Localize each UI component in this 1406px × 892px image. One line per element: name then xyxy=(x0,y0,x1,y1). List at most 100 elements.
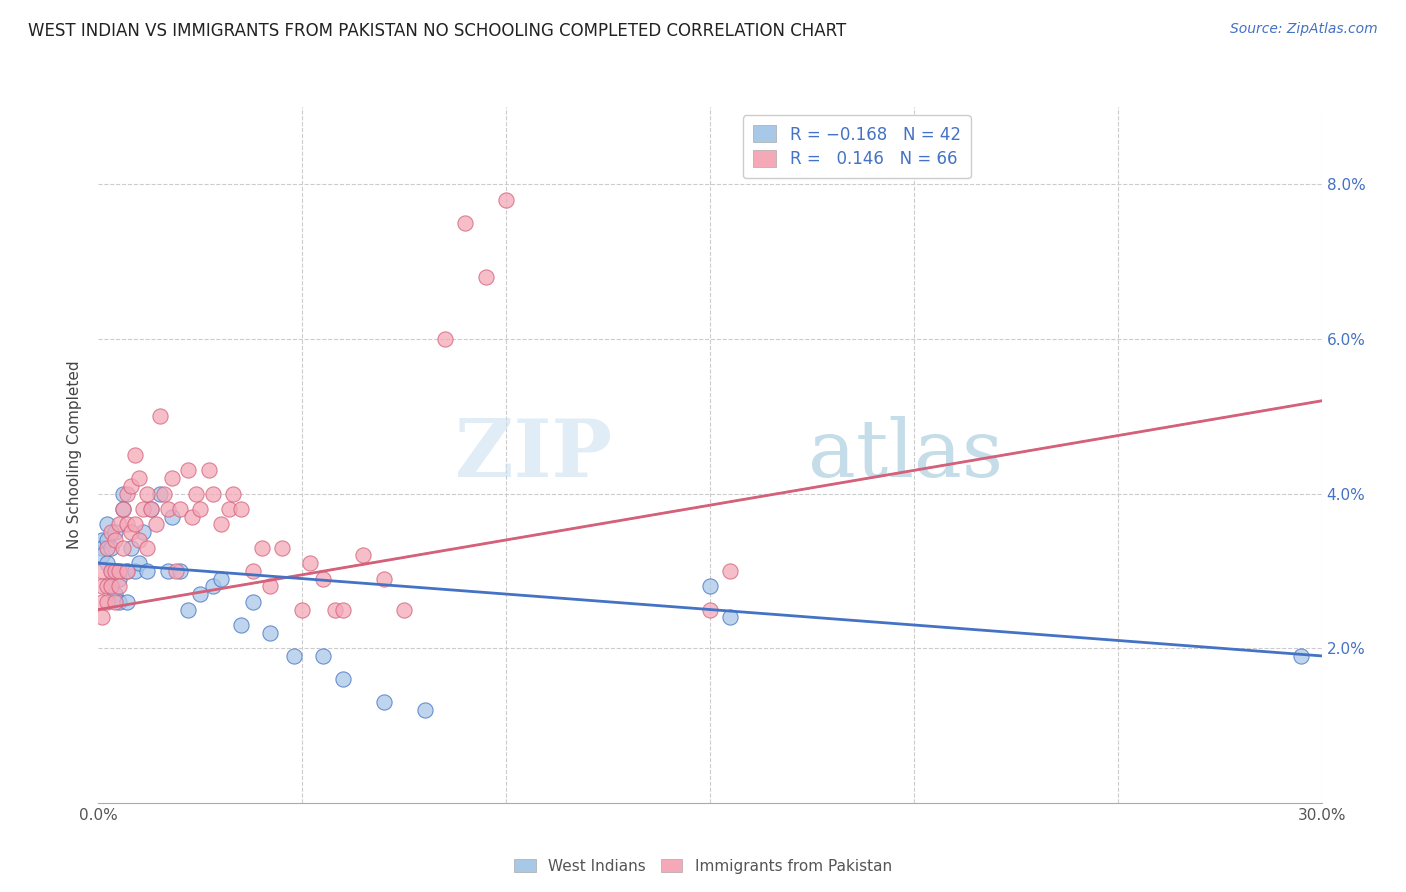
Point xyxy=(169,564,191,578)
Point xyxy=(156,502,179,516)
Point xyxy=(312,572,335,586)
Point xyxy=(474,270,498,285)
Point xyxy=(181,509,204,524)
Point xyxy=(141,502,163,516)
Point xyxy=(218,502,240,516)
Point xyxy=(108,564,131,578)
Point xyxy=(115,517,138,532)
Point xyxy=(177,463,200,477)
Point xyxy=(149,486,172,500)
Text: atlas: atlas xyxy=(808,416,1002,494)
Point xyxy=(120,541,142,555)
Point xyxy=(120,479,142,493)
Point xyxy=(100,579,122,593)
Point xyxy=(156,564,179,578)
Point xyxy=(699,602,721,616)
Point xyxy=(104,533,127,547)
Point xyxy=(231,618,253,632)
Point xyxy=(145,517,167,532)
Point xyxy=(104,587,127,601)
Point xyxy=(209,517,232,532)
Point xyxy=(332,672,354,686)
Point xyxy=(124,448,146,462)
Point xyxy=(128,556,150,570)
Point xyxy=(332,602,354,616)
Point xyxy=(111,502,134,516)
Point xyxy=(100,541,122,555)
Point xyxy=(222,486,245,500)
Point xyxy=(454,216,477,230)
Point xyxy=(128,533,150,547)
Point xyxy=(413,703,436,717)
Point xyxy=(91,564,114,578)
Point xyxy=(104,564,127,578)
Point xyxy=(115,486,138,500)
Point xyxy=(111,502,134,516)
Point xyxy=(259,625,281,640)
Point xyxy=(136,541,159,555)
Point xyxy=(96,595,118,609)
Point xyxy=(160,471,183,485)
Point xyxy=(152,486,174,500)
Point xyxy=(96,533,118,547)
Point xyxy=(100,564,122,578)
Point xyxy=(299,556,322,570)
Point xyxy=(699,579,721,593)
Point xyxy=(104,525,127,540)
Point xyxy=(323,602,346,616)
Point xyxy=(259,579,281,593)
Point xyxy=(100,525,122,540)
Point xyxy=(209,572,232,586)
Point xyxy=(91,549,114,563)
Text: ZIP: ZIP xyxy=(456,416,612,494)
Text: WEST INDIAN VS IMMIGRANTS FROM PAKISTAN NO SCHOOLING COMPLETED CORRELATION CHART: WEST INDIAN VS IMMIGRANTS FROM PAKISTAN … xyxy=(28,22,846,40)
Point xyxy=(1291,648,1313,663)
Point xyxy=(242,595,264,609)
Legend: R = −0.168   N = 42, R =   0.146   N = 66: R = −0.168 N = 42, R = 0.146 N = 66 xyxy=(744,115,970,178)
Point xyxy=(201,579,224,593)
Point xyxy=(720,610,742,624)
Point xyxy=(91,610,114,624)
Point xyxy=(434,332,457,346)
Point xyxy=(100,579,122,593)
Point xyxy=(96,541,118,555)
Y-axis label: No Schooling Completed: No Schooling Completed xyxy=(67,360,83,549)
Point xyxy=(373,695,395,709)
Point xyxy=(160,509,183,524)
Point xyxy=(197,463,219,477)
Point xyxy=(169,502,191,516)
Point xyxy=(128,471,150,485)
Point xyxy=(283,648,305,663)
Point xyxy=(177,602,200,616)
Point xyxy=(120,525,142,540)
Point xyxy=(124,517,146,532)
Point xyxy=(100,564,122,578)
Point xyxy=(188,502,212,516)
Text: Source: ZipAtlas.com: Source: ZipAtlas.com xyxy=(1230,22,1378,37)
Point xyxy=(352,549,374,563)
Point xyxy=(373,572,395,586)
Point xyxy=(96,556,118,570)
Point xyxy=(108,595,131,609)
Point xyxy=(392,602,416,616)
Point xyxy=(96,579,118,593)
Point xyxy=(495,193,517,207)
Point xyxy=(242,564,264,578)
Point xyxy=(96,517,118,532)
Point xyxy=(91,541,114,555)
Point xyxy=(188,587,212,601)
Point xyxy=(149,409,172,424)
Point xyxy=(720,564,742,578)
Point xyxy=(165,564,187,578)
Point xyxy=(136,564,159,578)
Point xyxy=(132,525,155,540)
Point xyxy=(115,595,138,609)
Point xyxy=(141,502,163,516)
Point xyxy=(91,533,114,547)
Point xyxy=(111,541,134,555)
Legend: West Indians, Immigrants from Pakistan: West Indians, Immigrants from Pakistan xyxy=(508,853,898,880)
Point xyxy=(231,502,253,516)
Point xyxy=(115,564,138,578)
Point xyxy=(312,648,335,663)
Point xyxy=(108,579,131,593)
